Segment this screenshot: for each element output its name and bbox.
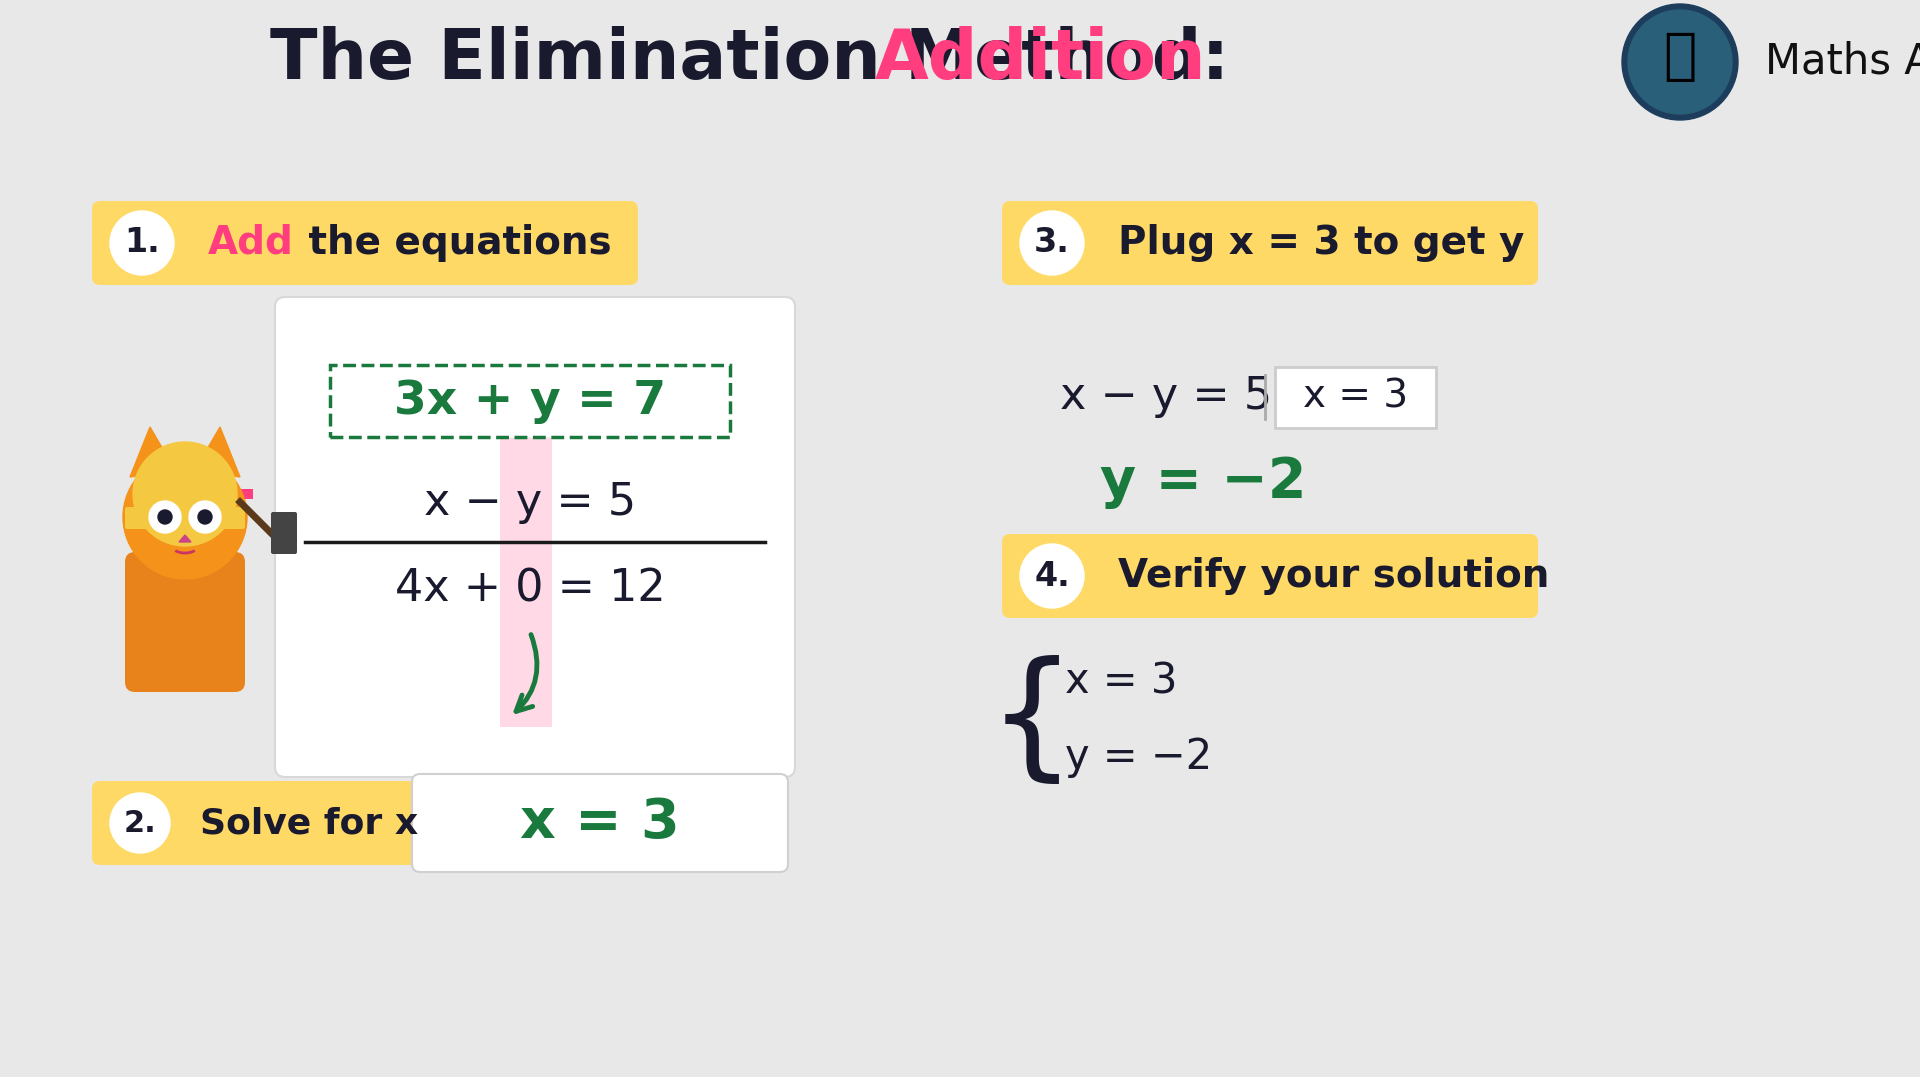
Text: x − y = 5: x − y = 5 <box>424 480 636 523</box>
Polygon shape <box>131 426 175 477</box>
Text: 4x + 0 = 12: 4x + 0 = 12 <box>396 568 666 611</box>
Text: Verify your solution: Verify your solution <box>1117 557 1549 595</box>
Circle shape <box>198 510 211 524</box>
Text: the equations: the equations <box>296 224 612 262</box>
Circle shape <box>1628 10 1732 114</box>
Text: x − y = 5: x − y = 5 <box>1060 376 1273 419</box>
Circle shape <box>109 793 171 853</box>
Circle shape <box>157 510 173 524</box>
Text: The Elimination Method:: The Elimination Method: <box>271 27 1254 94</box>
FancyArrowPatch shape <box>516 634 538 712</box>
Polygon shape <box>196 426 240 477</box>
Bar <box>499 437 553 727</box>
Text: Add: Add <box>207 224 294 262</box>
Text: y = −2: y = −2 <box>1100 454 1306 509</box>
Circle shape <box>1622 4 1738 120</box>
Text: x = 3: x = 3 <box>1304 378 1409 416</box>
Text: x = 3: x = 3 <box>520 796 680 850</box>
Circle shape <box>109 211 175 275</box>
Text: 3x + y = 7: 3x + y = 7 <box>394 378 666 423</box>
Bar <box>330 365 730 437</box>
FancyBboxPatch shape <box>271 512 298 554</box>
Text: Addition: Addition <box>876 27 1206 94</box>
FancyBboxPatch shape <box>92 781 419 865</box>
Polygon shape <box>240 502 280 542</box>
FancyBboxPatch shape <box>125 507 246 529</box>
FancyBboxPatch shape <box>1002 534 1538 618</box>
Text: 4.: 4. <box>1035 559 1069 592</box>
Text: 1.: 1. <box>125 226 159 260</box>
Text: Plug x = 3 to get y: Plug x = 3 to get y <box>1117 224 1524 262</box>
Circle shape <box>132 442 236 546</box>
Circle shape <box>1020 544 1085 609</box>
FancyBboxPatch shape <box>92 201 637 285</box>
Text: +: + <box>188 453 263 541</box>
FancyBboxPatch shape <box>413 774 787 872</box>
Circle shape <box>150 501 180 533</box>
Circle shape <box>1020 211 1085 275</box>
Circle shape <box>123 454 248 579</box>
FancyBboxPatch shape <box>1275 367 1436 428</box>
Text: Maths Angel: Maths Angel <box>1764 41 1920 83</box>
Text: x = 3: x = 3 <box>1066 661 1177 703</box>
Text: 🦊: 🦊 <box>1663 30 1697 84</box>
Text: {: { <box>989 655 1075 789</box>
Text: y = −2: y = −2 <box>1066 736 1212 778</box>
Polygon shape <box>179 535 190 542</box>
FancyBboxPatch shape <box>1002 201 1538 285</box>
Circle shape <box>188 501 221 533</box>
FancyBboxPatch shape <box>275 297 795 777</box>
Text: 3.: 3. <box>1035 226 1069 260</box>
FancyBboxPatch shape <box>125 553 246 693</box>
Text: Solve for x: Solve for x <box>200 806 419 840</box>
Text: 2.: 2. <box>123 809 156 838</box>
